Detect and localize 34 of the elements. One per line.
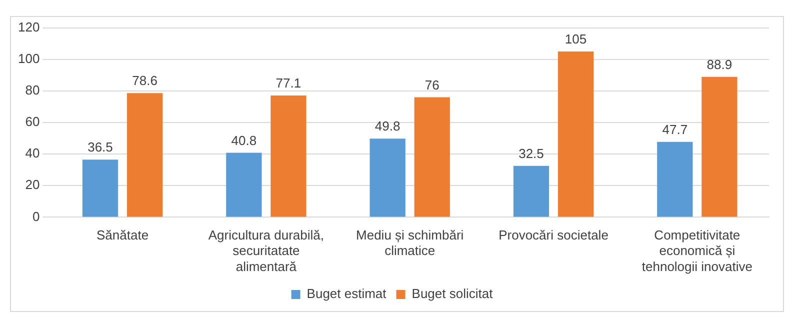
x-tick-label: Agricultura durabilă, securitatate alimentară [208, 228, 324, 274]
x-tick-label: Sănătate [96, 228, 149, 243]
bar [513, 166, 550, 217]
bar [370, 138, 406, 217]
legend-label: Buget solicitat [412, 286, 494, 302]
data-label: 47.7 [662, 122, 688, 137]
y-tick-label: 40 [25, 146, 40, 161]
bar [702, 76, 738, 217]
bar [657, 142, 693, 217]
bar [270, 96, 306, 217]
y-tick-label: 120 [18, 19, 40, 34]
y-tick-label: 100 [18, 50, 40, 66]
x-tick-label: Provocări societale [498, 228, 608, 243]
bar [126, 93, 163, 217]
x-tick-label: Mediu și schimbări climatice [356, 228, 464, 258]
data-label: 77.1 [276, 76, 302, 91]
y-tick-label: 80 [25, 82, 40, 98]
bar [226, 152, 262, 217]
x-tick-label: Competitivitate economică și tehnologii inovative [642, 228, 752, 274]
bar [414, 97, 450, 217]
data-label: 88.9 [706, 56, 732, 72]
data-label: 32.5 [518, 146, 544, 161]
data-label: 49.8 [374, 118, 400, 134]
legend-label: Buget estimat [306, 286, 387, 302]
y-tick-label: 60 [25, 114, 40, 130]
data-label: 40.8 [231, 132, 257, 148]
bar [558, 51, 594, 217]
data-label: 36.5 [88, 140, 113, 155]
data-label: 78.6 [132, 73, 158, 88]
data-label: 105 [564, 32, 587, 47]
data-label: 76 [424, 77, 440, 92]
y-tick-label: 20 [25, 177, 40, 192]
bar [82, 160, 118, 217]
y-tick-label: 0 [32, 208, 40, 224]
